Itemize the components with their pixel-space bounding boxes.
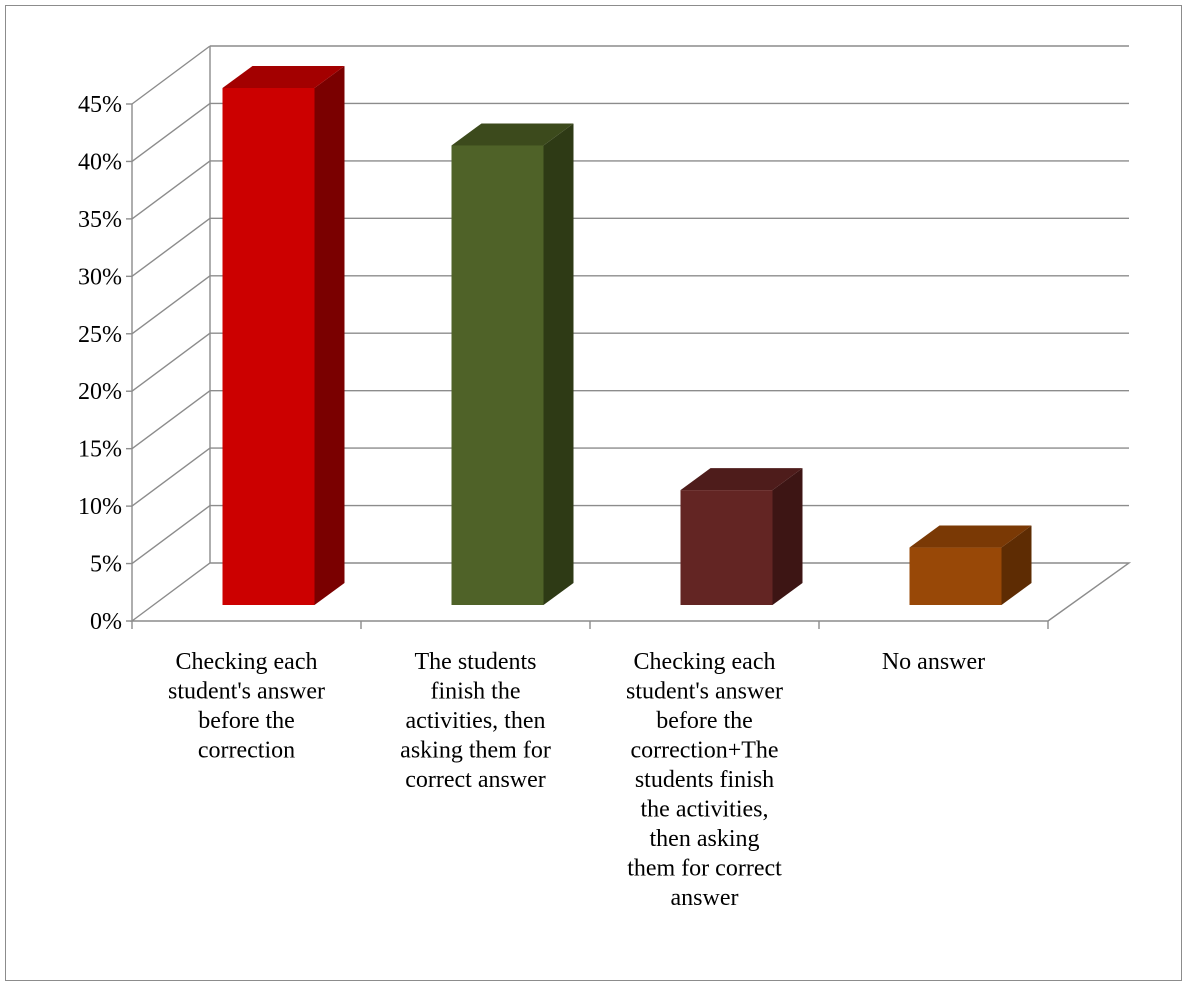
x-category-label-line: them for correct xyxy=(627,856,782,882)
y-tick-label: 45% xyxy=(78,92,122,118)
y-tick-label: 20% xyxy=(78,379,122,405)
bar-side xyxy=(772,468,803,605)
bar xyxy=(680,490,773,605)
bar-side xyxy=(314,66,345,605)
x-category-label-line: before the xyxy=(656,708,753,734)
gridline-diagonal xyxy=(131,504,211,565)
x-category-label-line: student's answer xyxy=(626,679,783,705)
x-category-label: Checking each student's answer before the c… xyxy=(168,649,325,764)
y-tick-label: 15% xyxy=(78,437,122,463)
gridline-diagonal xyxy=(131,332,211,392)
bar-side xyxy=(543,123,574,605)
y-tick-label: 35% xyxy=(78,207,122,233)
x-category-label-line: activities, then xyxy=(406,708,546,734)
x-category-label: The students finish the activities, then as… xyxy=(400,649,551,793)
chart-frame: 0% 5% 10% 15% 20% 25% 30% 35% 40% 45% Checking eac… xyxy=(5,5,1182,981)
bar xyxy=(222,88,315,605)
x-category-label-line: students finish xyxy=(635,767,774,793)
bar-top xyxy=(222,66,345,88)
x-category-label: Checking each student's answer before the c… xyxy=(626,649,783,911)
x-category-label-line: correction xyxy=(198,738,295,764)
y-tick-label: 30% xyxy=(78,264,122,290)
y-tick-label: 25% xyxy=(78,322,122,348)
bar xyxy=(451,145,544,605)
y-tick-label: 10% xyxy=(78,494,122,520)
x-category-label-line: the activities, xyxy=(641,797,769,823)
y-tick-label: 0% xyxy=(90,609,122,635)
gridline-diagonal xyxy=(131,447,211,507)
x-category-label-line: The students xyxy=(415,649,537,675)
x-category-label-line: No answer xyxy=(882,649,985,675)
bar-top xyxy=(909,525,1032,548)
x-category-label-line: answer xyxy=(671,885,739,911)
gridline-diagonal xyxy=(131,390,211,450)
gridline-diagonal xyxy=(131,275,211,335)
gridline-diagonal xyxy=(131,45,211,105)
x-category-label-line: asking them for xyxy=(400,738,551,764)
x-category-label-line: Checking each xyxy=(176,649,318,675)
x-category-label-line: Checking each xyxy=(634,649,776,675)
gridline-diagonal xyxy=(131,102,211,163)
gridline-diagonal xyxy=(131,217,211,277)
bar-top xyxy=(680,468,803,491)
y-tick-label: 5% xyxy=(90,552,122,578)
x-category-label-line: finish the xyxy=(431,679,521,705)
x-category-label-line: student's answer xyxy=(168,679,325,705)
chart-floor xyxy=(129,562,1132,622)
x-category-label: No answer xyxy=(882,649,985,675)
gridline-diagonal xyxy=(131,160,211,220)
bar xyxy=(909,547,1002,605)
y-tick-label: 40% xyxy=(78,149,122,175)
x-category-label-line: correction+The xyxy=(630,738,778,764)
bar-chart: 0% 5% 10% 15% 20% 25% 30% 35% 40% 45% Checking eac… xyxy=(78,45,1132,911)
bar-side xyxy=(1001,525,1032,605)
x-category-label-line: correct answer xyxy=(405,767,546,793)
bar-top xyxy=(451,123,574,146)
x-category-label-line: then asking xyxy=(650,826,760,852)
x-category-label-line: before the xyxy=(198,708,295,734)
